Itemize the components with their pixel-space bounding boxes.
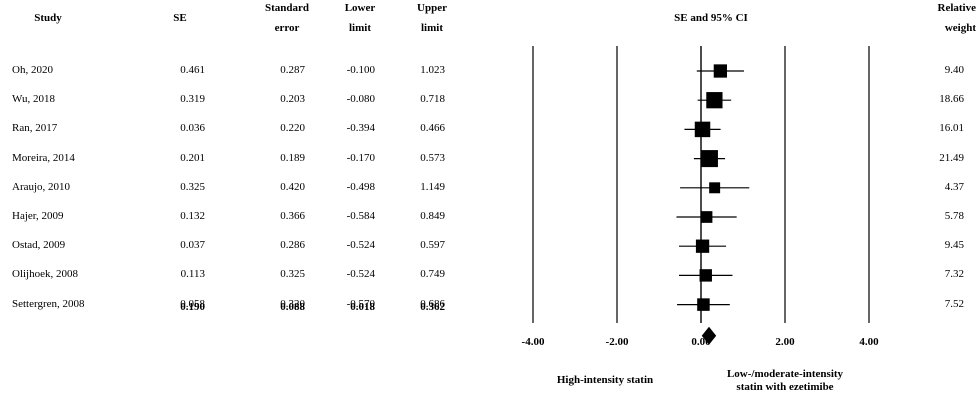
row-weight: 7.52 [944,297,964,310]
row-se: 0.058 [180,297,205,310]
study-marker [706,92,723,109]
row-study: Moreira, 2014 [12,151,75,164]
x-tick-label: 4.00 [859,336,879,348]
header-lower-limit-line2: limit [349,22,371,34]
row-upper: 0.718 [420,93,445,106]
row-study: Hajer, 2009 [12,210,64,222]
row-se: 0.201 [180,151,205,164]
row-se: 0.461 [180,64,205,76]
row-upper: 0.686 [420,297,445,310]
header-relative-weight-line2: weight [944,22,976,34]
row-lower: -0.584 [346,210,375,222]
row-std-error: 0.366 [280,210,305,222]
row-lower: -0.524 [346,268,375,281]
row-weight: 18.66 [939,93,964,106]
row-weight: 21.49 [939,151,964,164]
row-lower: -0.080 [346,93,375,106]
row-lower: -0.170 [346,151,375,164]
study-marker [700,211,713,223]
favours-right-label: Low-/moderate-intensity statin with ezet… [705,368,865,394]
row-study: Settergren, 2008 [12,297,85,310]
row-lower: -0.100 [346,64,375,76]
row-std-error: 0.287 [280,64,305,76]
row-lower: -0.498 [346,180,375,193]
row-std-error: 0.325 [280,268,305,281]
header-lower-limit: Lower limit [330,0,390,38]
row-study: Oh, 2020 [12,64,53,76]
summary-lower: 0.018 [350,301,375,313]
row-std-error: 0.286 [280,239,305,252]
row-se: 0.325 [180,180,205,193]
row-se: 0.037 [180,239,205,252]
study-marker [694,121,711,138]
header-upper-limit: Upper limit [402,0,462,38]
x-tick-label: 2.00 [775,336,795,348]
header-study: Study [34,12,62,24]
row-study: Ostad, 2009 [12,239,66,252]
row-std-error: 0.420 [280,180,305,193]
header-standard-error-line1: Standard [264,2,310,14]
header-upper-limit-line2: limit [421,22,443,34]
header-lower-limit-line1: Lower [344,2,376,14]
header-standard-error: Standard error [252,0,322,38]
row-upper: 1.149 [420,180,445,193]
summary-se: 0.190 [180,301,205,313]
row-upper: 0.466 [420,122,445,135]
x-tick-label: -2.00 [606,336,629,348]
row-std-error: 0.320 [280,297,305,310]
row-weight: 16.01 [939,122,964,135]
study-marker [700,150,718,168]
row-std-error: 0.220 [280,122,305,135]
row-se: 0.319 [180,93,205,106]
row-lower: -0.394 [346,122,375,135]
favours-right-line1: Low-/moderate-intensity [726,368,844,380]
favours-left-label: High-intensity statin [556,374,654,386]
study-marker [699,269,712,282]
study-marker [697,298,710,311]
row-upper: 0.573 [420,151,445,164]
study-marker [709,182,721,194]
header-plot-title: SE and 95% CI [674,12,748,24]
row-study: Araujo, 2010 [12,180,71,193]
row-se: 0.036 [180,122,205,135]
row-weight: 5.78 [944,210,964,222]
header-upper-limit-line1: Upper [417,2,447,14]
row-weight: 9.40 [944,64,964,76]
row-weight: 9.45 [944,239,964,252]
row-weight: 7.32 [944,268,964,281]
x-tick-label: -4.00 [522,336,545,348]
header-relative-weight: Relative weight [910,0,976,38]
row-upper: 1.023 [420,64,445,76]
pooled-diamond [701,326,717,345]
row-se: 0.113 [180,268,205,281]
row-study: Olijhoek, 2008 [12,268,78,281]
header-se: SE [173,12,187,24]
row-weight: 4.37 [944,180,964,193]
study-marker [713,64,727,78]
row-upper: 0.597 [420,239,445,252]
header-standard-error-line2: error [274,22,300,34]
row-lower: -0.570 [346,297,375,310]
row-lower: -0.524 [346,239,375,252]
row-se: 0.132 [180,210,205,222]
row-upper: 0.849 [420,210,445,222]
row-study: Ran, 2017 [12,122,58,135]
row-std-error: 0.203 [280,93,305,106]
row-study: Wu, 2018 [12,93,55,106]
row-std-error: 0.189 [280,151,305,164]
summary-upper: 0.362 [420,301,445,313]
header-relative-weight-line1: Relative [937,2,976,14]
summary-std-error: 0.088 [280,301,305,313]
study-marker [695,239,710,253]
favours-right-line2: statin with ezetimibe [736,381,834,393]
row-upper: 0.749 [420,268,445,281]
